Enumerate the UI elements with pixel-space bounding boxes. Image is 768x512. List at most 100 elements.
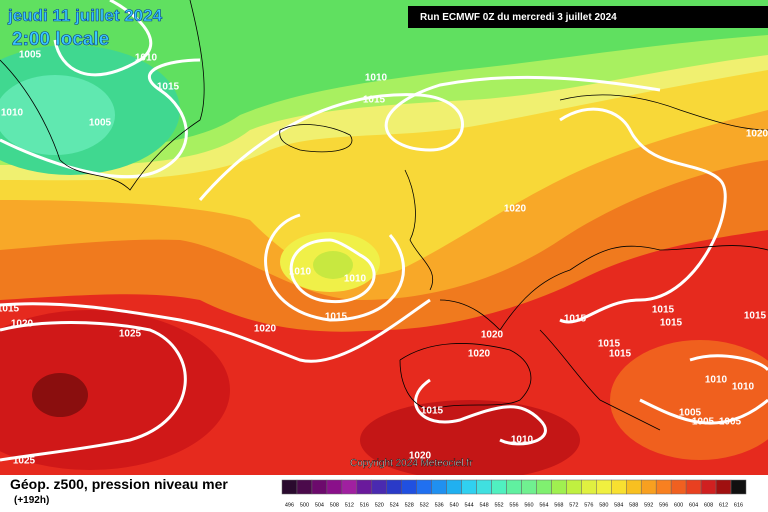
color-box	[611, 479, 627, 495]
isobar-label: 1010	[365, 73, 388, 84]
color-box	[670, 479, 687, 495]
colorbar-label: 544	[465, 502, 474, 508]
colorbar-label: 568	[554, 502, 563, 508]
color-box	[700, 479, 717, 495]
color-box	[640, 479, 657, 495]
isobar-label: 1005	[679, 408, 702, 419]
colorbar: 496 500 504 508 512 516 520 524 528 532 536 540 544 5…	[281, 479, 747, 508]
colorbar-label: 524	[390, 502, 399, 508]
color-box	[461, 479, 477, 495]
isobar-label: 1010	[732, 382, 755, 393]
copyright: Copyright 2024 Meteociel.fr	[350, 458, 473, 469]
color-box	[356, 479, 373, 495]
isobar-label: 1015	[598, 339, 621, 350]
color-box	[446, 479, 462, 495]
color-box	[431, 479, 447, 495]
valid-time: 2:00 locale	[12, 29, 109, 50]
color-box	[311, 479, 328, 495]
isobar-label: 1005	[89, 118, 112, 129]
colorbar-label: 504	[315, 502, 324, 508]
run-box	[408, 6, 768, 28]
field-title: Géop. z500, pression niveau mer	[10, 476, 228, 492]
isobar-label: 1005	[19, 50, 42, 61]
colorbar-label: 528	[405, 502, 414, 508]
isobar-label: 1005	[719, 417, 742, 428]
color-box	[715, 479, 732, 495]
color-box	[581, 479, 597, 495]
colorbar-label: 600	[674, 502, 683, 508]
isobar-label: 1005	[692, 417, 715, 428]
isobar-label: 1020	[504, 204, 527, 215]
isobar-label: 1015	[609, 349, 632, 360]
color-box	[401, 479, 417, 495]
colorbar-label: 508	[330, 502, 339, 508]
colorbar-label: 588	[629, 502, 638, 508]
isobar-label: 1015	[564, 314, 587, 325]
isobar-label: 1015	[0, 304, 20, 315]
color-box	[730, 479, 747, 495]
color-box	[416, 479, 432, 495]
color-box	[655, 479, 672, 495]
isobar-label: 1015	[421, 406, 444, 417]
colorbar-label: 596	[659, 502, 668, 508]
isobar-label: 1020	[468, 349, 491, 360]
color-box	[626, 479, 642, 495]
colorbar-label: 512	[345, 502, 354, 508]
color-box	[506, 479, 522, 495]
field-background	[0, 0, 768, 480]
colorbar-label: 496	[285, 502, 294, 508]
color-box	[536, 479, 552, 495]
header: jeudi 11 juillet 2024 2:00 locale Run EC…	[7, 6, 768, 50]
colorbar-label: 548	[479, 502, 488, 508]
color-box	[326, 479, 343, 495]
colorbar-label: 520	[375, 502, 384, 508]
color-box	[476, 479, 492, 495]
isobar-labels: 1005 1010 1010 1015 1005 1010 1015 1020 1020 1010…	[0, 50, 768, 467]
isobar-label: 1010	[344, 274, 367, 285]
color-box	[371, 479, 388, 495]
color-box	[296, 479, 313, 495]
colorbar-label: 572	[569, 502, 578, 508]
color-box	[341, 479, 358, 495]
isobar-label: 1020	[11, 319, 34, 330]
colorbar-label: 532	[420, 502, 429, 508]
coastlines	[0, 0, 768, 431]
forecast-range: (+192h)	[14, 495, 49, 506]
isobar-label: 1010	[135, 53, 158, 64]
isobar-label: 1015	[157, 82, 180, 93]
isobar-label: 1010	[1, 108, 24, 119]
colorbar-label: 592	[644, 502, 653, 508]
isobar-label: 1025	[119, 329, 142, 340]
color-box	[685, 479, 702, 495]
colorbar-label: 576	[584, 502, 593, 508]
colorbar-label: 604	[689, 502, 698, 508]
isobar-label: 1010	[289, 267, 312, 278]
isobar-label: 1025	[13, 456, 36, 467]
isobar-label: 1015	[363, 95, 386, 106]
isobar-label: 1010	[705, 375, 728, 386]
isobar-label: 1020	[481, 330, 504, 341]
isobar-label: 1015	[325, 312, 348, 323]
isobar-label: 1010	[511, 435, 534, 446]
run-label: Run ECMWF 0Z du mercredi 3 juillet 2024	[420, 12, 617, 23]
valid-date: jeudi 11 juillet 2024	[7, 6, 163, 25]
isobar-label: 1015	[744, 311, 767, 322]
colorbar-label: 552	[494, 502, 503, 508]
color-box	[596, 479, 612, 495]
isobar-label: 1020	[409, 451, 432, 462]
colorbar-label: 564	[539, 502, 548, 508]
isobar-label: 1015	[652, 305, 675, 316]
colorbar-label: 612	[719, 502, 728, 508]
color-box	[566, 479, 582, 495]
color-box	[386, 479, 402, 495]
colorbar-label: 584	[614, 502, 623, 508]
colorbar-label: 608	[704, 502, 713, 508]
colorbar-label: 500	[300, 502, 309, 508]
color-box	[551, 479, 567, 495]
color-box	[521, 479, 537, 495]
isobar-label: 1020	[746, 129, 768, 140]
colorbar-label: 580	[599, 502, 608, 508]
color-box	[281, 479, 298, 495]
